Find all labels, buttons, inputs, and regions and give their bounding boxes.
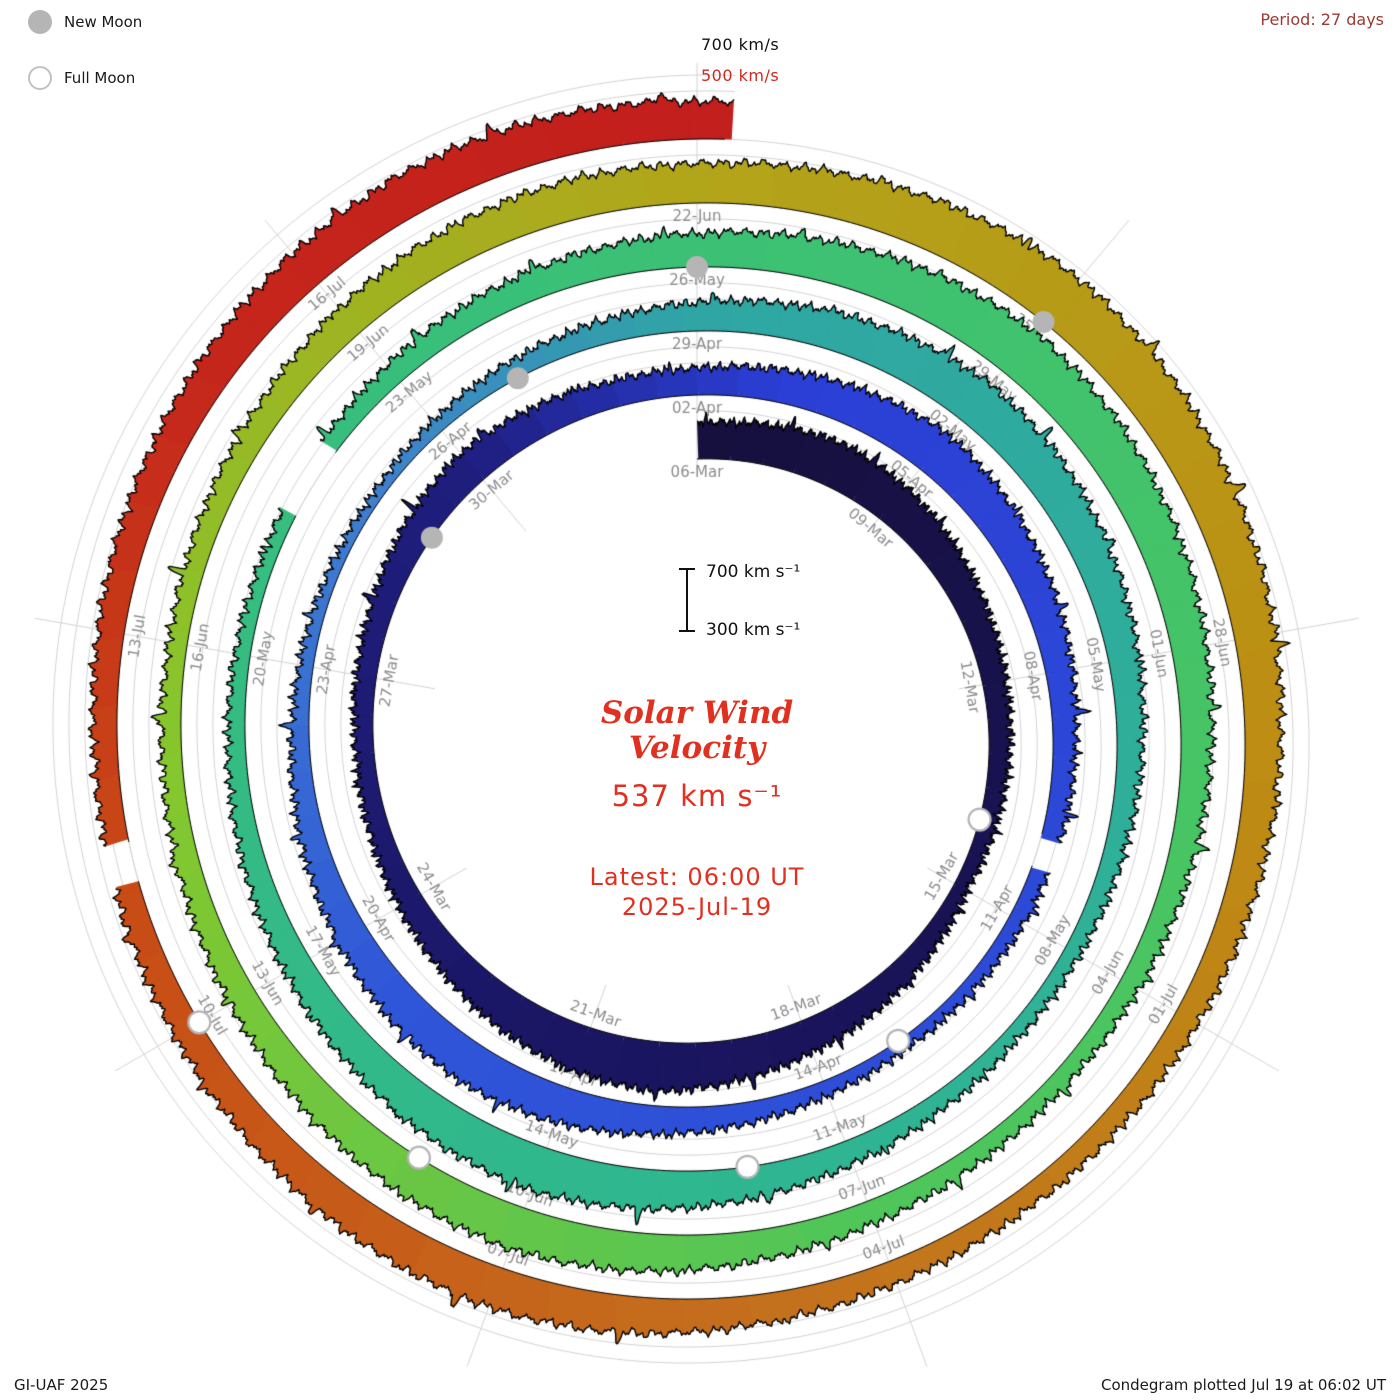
scale-bar-bottom-label: 300 km s⁻¹ — [706, 620, 801, 640]
full-moon-icon — [28, 66, 52, 90]
scale-bar-bottom-cap — [679, 630, 695, 632]
latest-time: Latest: 06:00 UT — [589, 863, 805, 891]
new-moon-icon — [28, 10, 52, 34]
plotted-label: Condegram plotted Jul 19 at 06:02 UT — [1100, 1376, 1386, 1394]
legend-full-moon-label: Full Moon — [64, 69, 136, 87]
scale-bar-line — [686, 568, 688, 632]
radial-label-500: 500 km/s — [701, 66, 780, 85]
current-velocity-value: 537 km s⁻¹ — [611, 779, 783, 814]
legend-new-moon: New Moon — [28, 10, 142, 34]
scale-bar-top-label: 700 km s⁻¹ — [706, 562, 801, 582]
latest-text-block: Latest: 06:00 UT 2025-Jul-19 — [497, 862, 897, 922]
chart-title-line1: Solar Wind — [600, 695, 794, 731]
scale-bar-top-cap — [679, 568, 695, 570]
radial-label-700: 700 km/s — [701, 35, 780, 54]
chart-title-line2: Velocity — [628, 729, 766, 766]
center-text-block: Solar Wind Velocity 537 km s⁻¹ — [497, 695, 897, 814]
credit-label: GI-UAF 2025 — [14, 1376, 109, 1394]
latest-date: 2025-Jul-19 — [621, 893, 773, 921]
velocity-scale-bar: 700 km s⁻¹ 300 km s⁻¹ — [672, 562, 832, 640]
period-label: Period: 27 days — [1260, 10, 1384, 29]
legend-new-moon-label: New Moon — [64, 13, 143, 31]
legend-full-moon: Full Moon — [28, 66, 135, 90]
